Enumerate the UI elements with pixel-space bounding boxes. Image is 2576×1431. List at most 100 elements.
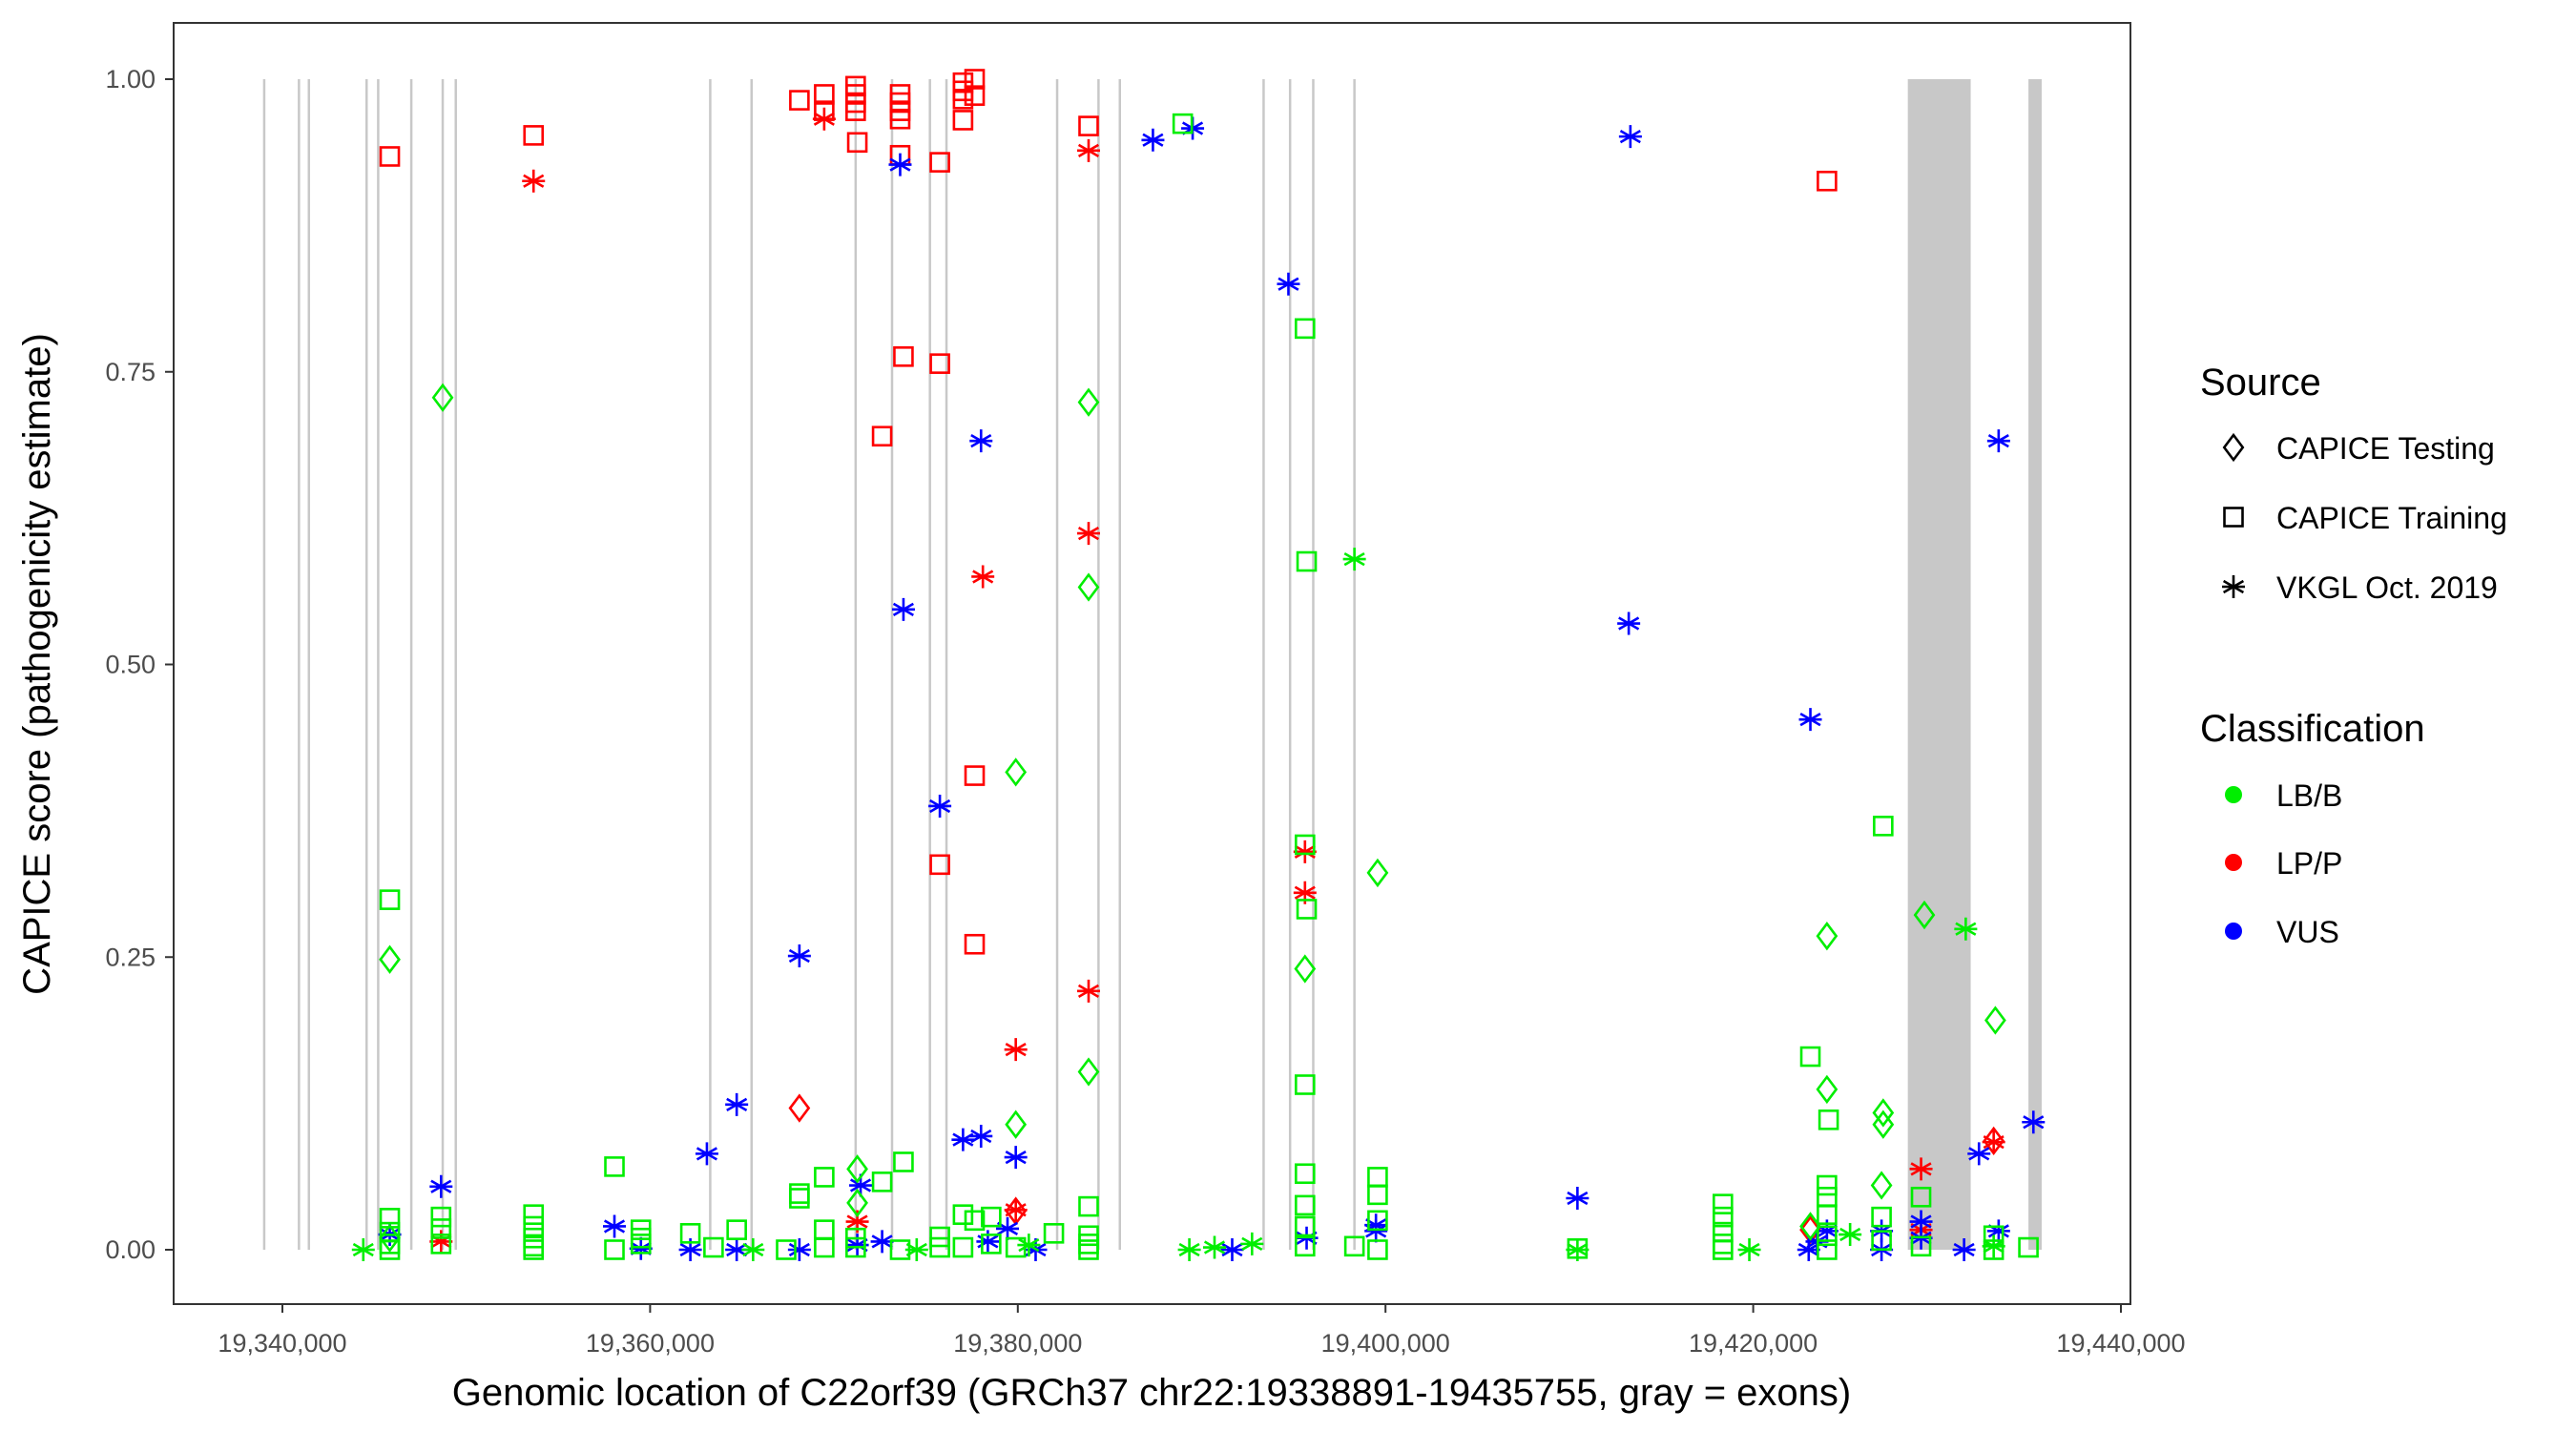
data-point-asterisk <box>1566 1187 1589 1211</box>
data-point-square <box>964 933 986 955</box>
x-tick-label: 19,400,000 <box>1321 1329 1450 1358</box>
x-tick-label: 19,440,000 <box>2056 1329 2185 1358</box>
data-point-square <box>379 1239 401 1260</box>
x-tick-label: 19,360,000 <box>586 1329 715 1358</box>
exon-block <box>2028 79 2042 1250</box>
data-point-asterisk <box>1967 1142 1991 1166</box>
data-point-asterisk <box>1076 522 1100 546</box>
data-point-square <box>929 1226 950 1248</box>
data-point-square <box>703 1236 724 1258</box>
data-point-square <box>1296 899 1318 920</box>
y-axis: 0.00 0.25 0.50 0.75 1.00 <box>105 65 174 1264</box>
data-point-asterisk <box>1618 125 1642 149</box>
data-point-diamond <box>1799 1212 1821 1241</box>
data-point-square <box>379 146 401 167</box>
data-point-diamond <box>379 944 401 974</box>
data-point-square <box>1294 834 1316 856</box>
data-point-asterisk <box>870 1230 894 1254</box>
data-point-square <box>1910 1235 1932 1257</box>
x-tick-label: 19,340,000 <box>218 1329 346 1358</box>
data-point-asterisk <box>1952 1238 1976 1261</box>
legend-class-label-vus: VUS <box>2276 915 2339 949</box>
data-point-square <box>1078 115 1099 136</box>
data-point-square <box>893 1151 914 1172</box>
data-point-asterisk <box>1986 429 2010 453</box>
data-point-square <box>679 1223 701 1244</box>
data-point-asterisk <box>891 597 915 621</box>
data-point-square <box>1043 1223 1065 1244</box>
data-point-diamond <box>1913 900 1936 930</box>
data-point-square <box>1343 1235 1365 1257</box>
data-point-square <box>845 1236 866 1258</box>
data-point-square <box>379 1208 401 1229</box>
data-point-asterisk <box>845 1234 869 1257</box>
data-point-asterisk <box>1909 1157 1933 1181</box>
data-point-asterisk <box>928 794 952 818</box>
legend-classification-title: Classification <box>2200 708 2425 750</box>
data-point-square <box>845 100 866 121</box>
data-point-square <box>1817 1239 1838 1260</box>
data-point-square <box>776 1239 797 1260</box>
data-point-asterisk <box>1004 1198 1028 1222</box>
data-point-square <box>604 1156 625 1177</box>
data-point-square <box>871 1172 893 1192</box>
data-point-square <box>1294 318 1316 340</box>
plot-panel-background <box>174 23 2130 1304</box>
data-point-diamond <box>1294 954 1317 984</box>
data-point-square <box>1172 113 1194 135</box>
data-point-square <box>1817 1174 1838 1196</box>
data-point-square <box>1817 1225 1838 1247</box>
data-point-asterisk <box>741 1238 765 1261</box>
data-point-asterisk <box>695 1142 718 1166</box>
data-point-asterisk <box>603 1214 627 1238</box>
data-point-asterisk <box>787 944 811 968</box>
data-point-square <box>1367 1239 1388 1260</box>
data-point-diamond <box>1005 1110 1028 1139</box>
data-point-asterisk <box>849 1173 873 1197</box>
data-points <box>351 69 2046 1261</box>
data-point-square <box>1078 1239 1099 1260</box>
data-point-asterisk <box>1076 979 1100 1003</box>
data-point-square <box>1871 1230 1892 1251</box>
y-tick-label: 0.25 <box>105 943 156 971</box>
data-point-asterisk <box>904 1238 928 1261</box>
legend-key-diamond-icon <box>2222 432 2245 463</box>
data-point-square <box>952 1236 974 1258</box>
data-point-asterisk <box>1076 138 1100 162</box>
data-point-asterisk <box>725 1092 749 1116</box>
data-point-diamond <box>1816 921 1839 951</box>
data-point-asterisk <box>787 1238 811 1261</box>
data-point-asterisk <box>429 1230 453 1254</box>
data-point-square <box>630 1234 652 1255</box>
data-point-square <box>1296 550 1318 572</box>
data-point-square <box>379 889 401 910</box>
data-point-asterisk <box>888 153 912 176</box>
data-point-asterisk <box>1293 881 1317 904</box>
data-point-square <box>1713 1193 1734 1214</box>
data-point-square <box>964 1210 986 1232</box>
data-point-square <box>430 1218 452 1239</box>
data-point-diamond <box>1005 757 1028 787</box>
data-point-square <box>929 353 950 374</box>
data-point-square <box>814 1236 835 1258</box>
legend-source-title: Source <box>2200 362 2321 404</box>
legend-source-label-testing: CAPICE Testing <box>2276 431 2495 466</box>
y-tick-label: 1.00 <box>105 65 156 93</box>
data-point-square <box>981 1234 1002 1255</box>
data-point-asterisk <box>1954 917 1978 941</box>
data-point-square <box>929 1236 950 1258</box>
data-point-square <box>1294 1235 1316 1257</box>
exon-block <box>1907 79 1971 1250</box>
data-point-diamond <box>1816 1074 1839 1105</box>
data-point-diamond <box>1872 1110 1895 1139</box>
legend-class-label-lbb: LB/B <box>2276 778 2342 813</box>
data-point-asterisk <box>351 1238 375 1261</box>
data-point-asterisk <box>1364 1213 1388 1237</box>
data-point-asterisk <box>1004 1038 1028 1062</box>
data-point-asterisk <box>845 1210 869 1234</box>
data-point-square <box>523 1204 545 1225</box>
data-point-square <box>929 854 950 876</box>
legend-key-dot-icon <box>2225 854 2242 871</box>
y-tick-label: 0.75 <box>105 358 156 386</box>
